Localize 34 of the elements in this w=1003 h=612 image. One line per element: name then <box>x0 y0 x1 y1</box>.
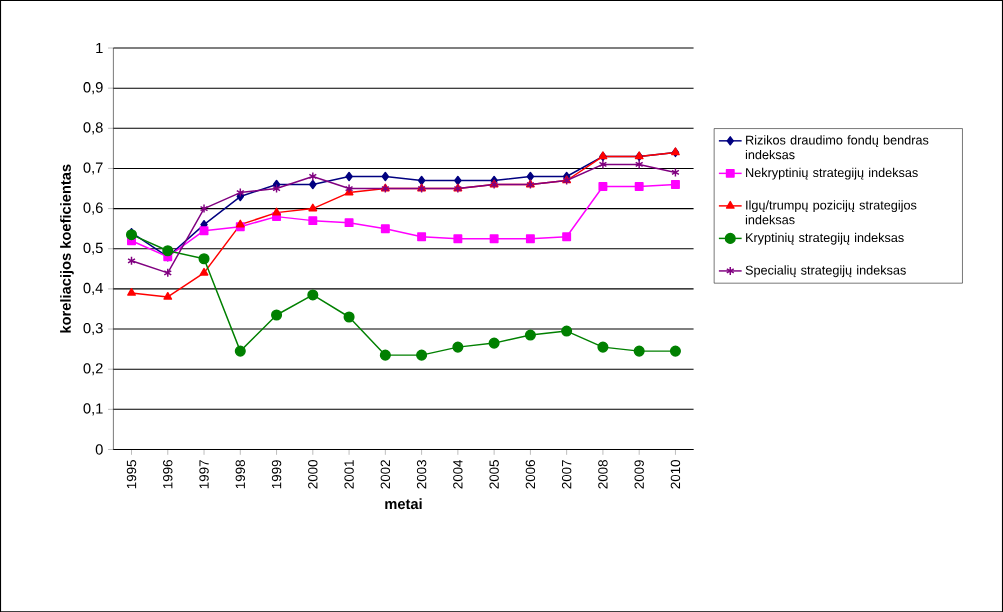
x-axis-title: metai <box>385 498 422 510</box>
y-tick-label: 0,3 <box>83 322 103 336</box>
x-tick-label: 2003 <box>416 460 427 489</box>
x-tick-label: 2006 <box>525 460 536 489</box>
x-tick-label: 2000 <box>308 459 318 489</box>
y-tick-label: 0,9 <box>83 82 103 95</box>
x-tick-label: 2005 <box>489 460 499 489</box>
x-tick-label: 2001 <box>344 460 354 489</box>
x-tick-label: 2007 <box>561 460 572 489</box>
y-tick-label: 0,7 <box>83 162 103 175</box>
legend-label: Specialių strategijų indeksas <box>745 265 906 278</box>
x-tick-label: 1997 <box>199 460 209 489</box>
x-tick-label: 1996 <box>163 460 173 489</box>
x-tick-label: 2010 <box>670 459 681 489</box>
x-tick-label: 2002 <box>380 460 391 489</box>
x-tick-label: 2004 <box>453 459 463 489</box>
x-tick-label: 1999 <box>271 460 282 489</box>
x-tick-label: 1995 <box>126 460 137 489</box>
y-tick-label: 0 <box>95 444 103 455</box>
legend-label: Rizikos draudimo fondų bendras indeksas <box>745 135 929 160</box>
legend-label: Kryptinių strategijų indeksas <box>746 232 904 245</box>
y-tick-label: 0,4 <box>83 282 103 295</box>
legend-label: Nekryptinių strategijų indeksas <box>746 167 918 180</box>
x-tick-label: 2009 <box>634 460 644 489</box>
y-tick-label: 0,8 <box>83 122 103 135</box>
y-tick-label: 0,2 <box>83 363 103 376</box>
y-axis-title: koreliacijos koeficientas <box>60 164 74 333</box>
x-tick-label: 2008 <box>598 460 608 489</box>
y-tick-label: 0,1 <box>83 403 103 416</box>
y-tick-label: 0,6 <box>83 202 103 215</box>
x-tick-label: 1998 <box>235 460 246 489</box>
y-tick-label: 1 <box>96 42 103 53</box>
y-tick-label: 0,5 <box>83 242 103 255</box>
legend-label: Ilgų/trumpų pozicijų strategijos indeksas <box>745 200 917 225</box>
